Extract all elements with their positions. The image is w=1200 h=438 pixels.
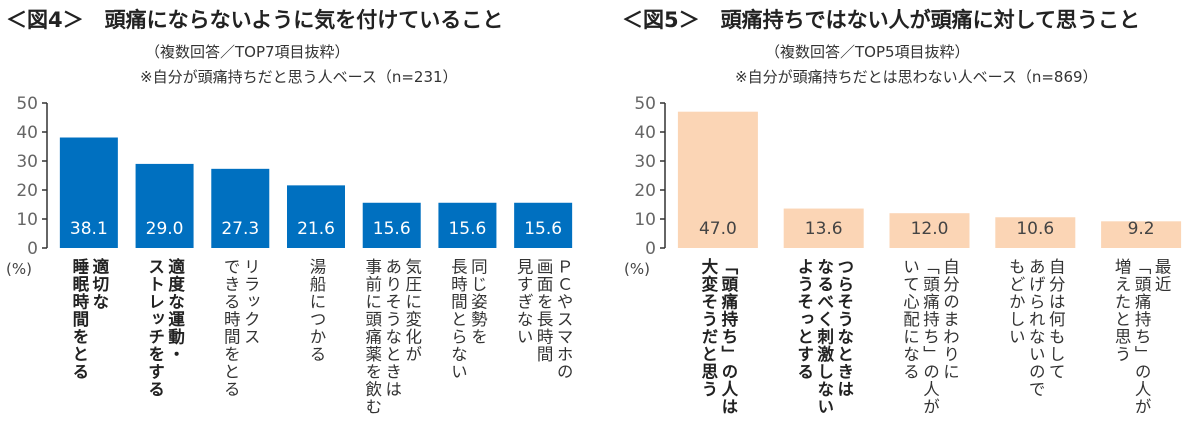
bar xyxy=(362,202,421,248)
chart2-note: ※自分が頭痛持ちだとは思わない人ベース（n=869） xyxy=(735,68,1098,86)
category-label: 同じ姿勢を 長時間とらない xyxy=(448,258,488,381)
bar xyxy=(438,202,497,248)
chart1-note: ※自分が頭痛持ちだと思う人ベース（n=231） xyxy=(140,68,458,86)
bar xyxy=(783,208,864,248)
data-label: 15.6 xyxy=(524,219,562,239)
data-label: 12.0 xyxy=(911,219,949,239)
bar xyxy=(514,202,573,248)
category-label: 気圧に変化が ありそうなときは 事前に頭痛薬を飲む xyxy=(362,258,422,416)
data-label: 21.6 xyxy=(297,219,335,239)
y-tick-label: 0 xyxy=(27,239,38,259)
category-label: 湯船につかる xyxy=(307,258,326,363)
category-label: リラックス できる時間をとる xyxy=(221,258,261,398)
y-tick-label: 40 xyxy=(634,123,656,143)
category-label: つらそうなときは なるべく刺激しない ようそっとする xyxy=(794,258,854,416)
y-tick-label: 10 xyxy=(16,210,38,230)
data-label: 10.6 xyxy=(1016,219,1054,239)
bar xyxy=(889,213,970,248)
data-label: 15.6 xyxy=(448,219,486,239)
y-tick-label: 20 xyxy=(634,181,656,201)
data-label: 15.6 xyxy=(373,219,411,239)
bar xyxy=(1101,221,1182,248)
chart1-title: ＜図4＞ 頭痛にならないように気を付けていること xyxy=(6,8,504,32)
y-tick-label: 0 xyxy=(645,239,656,259)
chart2-subtitle: （複数回答／TOP5項目抜粋） xyxy=(765,43,970,61)
y-tick-label: 50 xyxy=(634,94,656,114)
category-label: 「頭痛持ち」の人は 大変そうだと思う xyxy=(698,258,738,416)
chart2-ylabel: (%) xyxy=(624,260,650,278)
data-label: 29.0 xyxy=(146,219,184,239)
y-tick-label: 50 xyxy=(16,94,38,114)
category-label: ＰＣやスマホの 画面を長時間 見すぎない xyxy=(514,258,574,381)
y-tick-label: 20 xyxy=(16,181,38,201)
data-label: 27.3 xyxy=(221,219,259,239)
bar xyxy=(211,168,270,248)
y-tick-label: 40 xyxy=(16,123,38,143)
bar xyxy=(59,137,118,248)
category-label: 適度な運動・ ストレッチをする xyxy=(145,258,185,398)
bar xyxy=(287,185,345,248)
data-label: 38.1 xyxy=(70,219,108,239)
y-tick-label: 10 xyxy=(634,210,656,230)
y-tick-label: 30 xyxy=(634,152,656,172)
data-label: 47.0 xyxy=(699,219,737,239)
bar xyxy=(677,111,758,248)
y-tick-label: 30 xyxy=(16,152,38,172)
bar xyxy=(995,217,1076,248)
category-label: 自分は何もして あげられないので もどかしい xyxy=(1006,258,1066,398)
bar xyxy=(135,163,194,248)
chart1-subtitle: （複数回答／TOP7項目抜粋） xyxy=(145,43,350,61)
category-label: 適切な 睡眠時間をとる xyxy=(69,258,109,381)
data-label: 13.6 xyxy=(805,219,843,239)
category-label: 最近 「頭痛持ち」の人が 増えたと思う xyxy=(1112,258,1172,416)
chart1-ylabel: (%) xyxy=(6,260,32,278)
data-label: 9.2 xyxy=(1128,219,1155,239)
category-label: 自分のまわりに 「頭痛持ち」の人が いて心配になる xyxy=(900,258,960,416)
chart2-title: ＜図5＞ 頭痛持ちではない人が頭痛に対して思うこと xyxy=(622,8,1140,32)
